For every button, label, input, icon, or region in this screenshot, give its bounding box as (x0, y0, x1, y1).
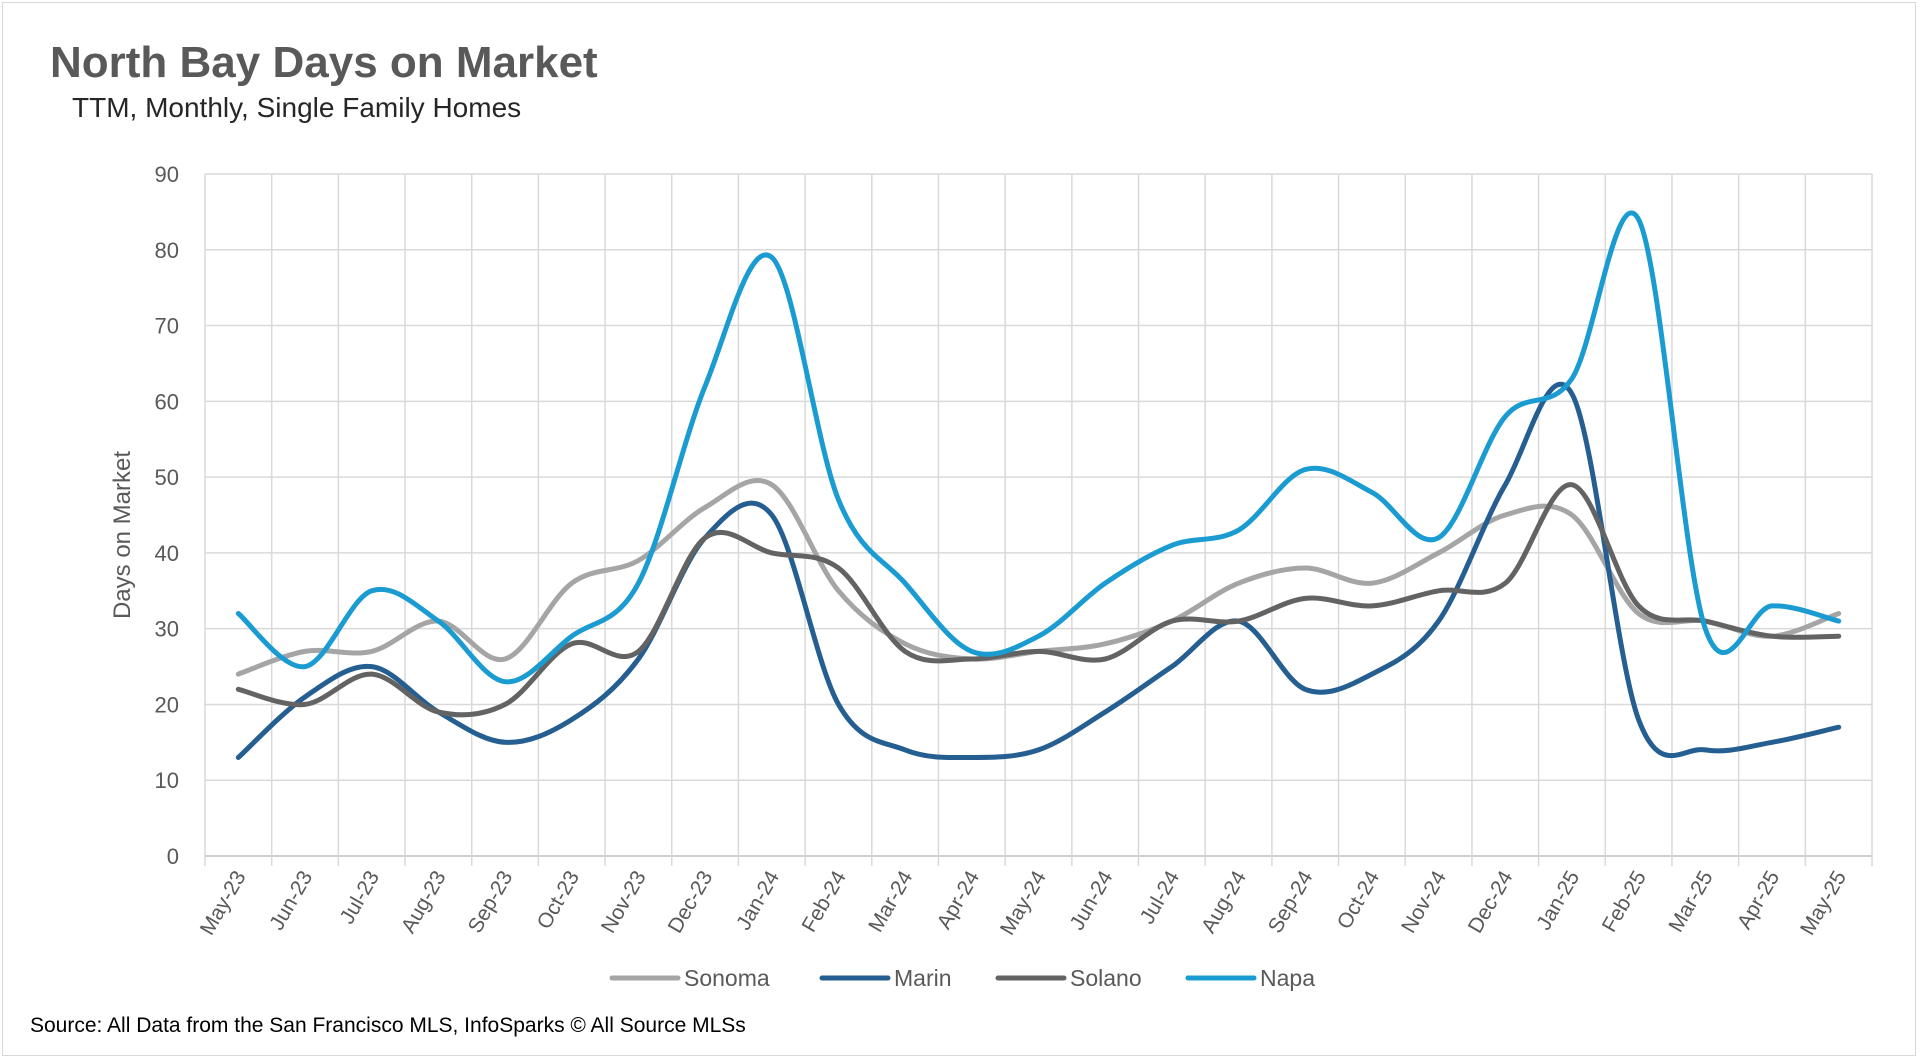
series-line-marin (235, 382, 1842, 761)
x-tick-label: Mar-25 (1664, 867, 1717, 936)
y-tick-label: 0 (167, 844, 179, 869)
x-tick-label: Mar-24 (864, 867, 917, 936)
y-tick-label: 40 (155, 541, 179, 566)
x-tick-label: May-23 (196, 867, 251, 939)
x-tick-label: Nov-24 (1397, 867, 1451, 937)
y-tick-label: 10 (155, 768, 179, 793)
series-lines (235, 210, 1842, 761)
legend: Sonoma Marin Solano Napa (609, 965, 1315, 991)
legend-label-napa: Napa (1260, 965, 1315, 991)
x-tick-label: Oct-24 (1333, 867, 1385, 933)
x-tick-label: Apr-25 (1733, 867, 1784, 933)
legend-label-sonoma: Sonoma (684, 965, 770, 991)
horizontal-gridlines (205, 173, 1872, 857)
y-tick-label: 30 (155, 617, 179, 642)
x-tick-label: Dec-23 (664, 867, 718, 937)
legend-label-solano: Solano (1070, 965, 1142, 991)
x-tick-label: Sep-23 (464, 867, 518, 937)
x-tick-label: Feb-24 (798, 867, 851, 936)
x-tick-label: Jan-24 (732, 867, 784, 934)
x-tick-label: Nov-23 (597, 867, 651, 937)
y-tick-label: 20 (155, 692, 179, 717)
y-tick-label: 90 (155, 162, 179, 187)
y-tick-label: 70 (155, 314, 179, 339)
y-axis-tick-labels: 0 10 20 30 40 50 60 70 80 90 (155, 162, 179, 869)
x-tick-label: Sep-24 (1264, 867, 1318, 937)
y-axis-title: Days on Market (109, 451, 136, 619)
x-tick-label: Jun-24 (1065, 867, 1117, 934)
x-tick-label: Jul-24 (1136, 867, 1185, 928)
x-axis-tick-labels: May-23 Jun-23 Jul-23 Aug-23 Sep-23 Oct-23 Nov-… (196, 867, 1851, 939)
y-tick-label: 60 (155, 389, 179, 414)
vertical-gridlines (204, 174, 1873, 866)
series-line-solano (235, 482, 1842, 718)
series-line-napa (235, 210, 1842, 685)
legend-label-marin: Marin (894, 965, 952, 991)
x-tick-label: Aug-24 (1197, 867, 1251, 937)
chart-subtitle: TTM, Monthly, Single Family Homes (72, 92, 522, 123)
x-tick-label: Jul-23 (336, 867, 385, 928)
x-tick-label: Feb-25 (1598, 867, 1651, 936)
x-tick-label: May-25 (1796, 867, 1851, 939)
x-tick-label: Apr-24 (933, 867, 985, 933)
x-tick-label: Oct-23 (533, 867, 584, 933)
y-tick-label: 50 (155, 465, 179, 490)
y-tick-label: 80 (155, 238, 179, 263)
chart-title: North Bay Days on Market (50, 38, 598, 87)
x-tick-label: Aug-23 (397, 867, 451, 937)
source-note: Source: All Data from the San Francisco … (30, 1014, 746, 1037)
x-tick-label: Dec-24 (1464, 867, 1518, 937)
x-tick-label: Jan-25 (1532, 867, 1584, 934)
x-tick-label: May-24 (996, 867, 1051, 939)
x-tick-label: Jun-23 (265, 867, 317, 934)
